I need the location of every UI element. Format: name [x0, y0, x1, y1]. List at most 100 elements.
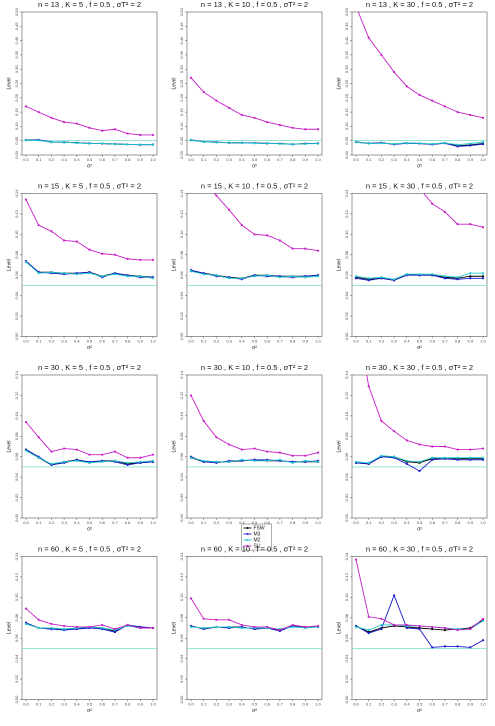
y-tick-label: 0.06: [179, 271, 184, 280]
x-tick-label: 0.4: [239, 339, 245, 344]
series-point: [101, 129, 104, 132]
y-tick-label: 0.12: [14, 209, 19, 218]
x-tick-label: 1.0: [315, 520, 321, 525]
series-point: [481, 143, 485, 146]
series-point: [88, 248, 91, 251]
plot-area: [352, 558, 487, 649]
series-point: [367, 279, 370, 282]
series-point: [101, 623, 104, 627]
x-tick-label: 0.8: [455, 157, 461, 162]
x-tick-label: 0.0: [188, 157, 194, 162]
panel-title: n = 60 , K = 5 , f = 0.5 , σT² = 2: [38, 544, 141, 553]
series-point: [215, 460, 218, 463]
plot-area: [187, 193, 322, 286]
y-tick-label: 0.00: [179, 695, 184, 704]
series-point: [24, 449, 28, 452]
series-point: [101, 460, 104, 463]
series-point: [443, 141, 446, 145]
y-tick-label: 0.12: [179, 572, 184, 581]
series-point: [481, 275, 485, 278]
panel: n = 15 , K = 10 , f = 0.5 , σT² = 2 0.00 0…: [171, 181, 323, 351]
x-tick-label: 0.3: [391, 702, 397, 707]
series-point: [101, 453, 104, 456]
series-point: [406, 172, 408, 174]
x-tick-label: 0.6: [264, 157, 270, 162]
series-point: [139, 258, 142, 261]
x-tick-label: 0.2: [49, 339, 55, 344]
series-point: [126, 456, 129, 459]
x-tick-label: 0.9: [468, 520, 474, 525]
y-tick-label: 0.10: [179, 593, 184, 602]
series-point: [456, 628, 459, 632]
series-point: [456, 276, 459, 279]
y-tick-label: 0.15: [179, 107, 184, 116]
series-point: [355, 29, 357, 31]
series-point: [443, 645, 446, 648]
series-point: [431, 273, 434, 276]
y-tick-label: 0.20: [14, 93, 19, 102]
x-tick-label: 0.3: [391, 520, 397, 525]
x-tick-label: 0.2: [214, 339, 220, 344]
x-tick-label: 0.8: [455, 520, 461, 525]
x-tick-label: 0.6: [429, 702, 435, 707]
y-axis-label: Level: [171, 622, 177, 634]
series-point: [405, 439, 408, 442]
y-tick-label: 0.50: [179, 7, 184, 16]
y-tick-label: 0.14: [14, 370, 19, 379]
series-point: [443, 456, 446, 459]
y-tick-label: 0.00: [344, 150, 349, 159]
series-line: [423, 193, 484, 228]
x-tick-label: 0.0: [188, 339, 194, 344]
series-point: [240, 277, 243, 280]
series-point: [481, 639, 485, 642]
series-point: [304, 128, 307, 131]
series-point: [469, 113, 472, 117]
legend-label: M2: [254, 537, 261, 543]
x-tick-label: 1.0: [150, 702, 156, 707]
y-tick-label: 0.45: [14, 22, 19, 31]
series-point: [24, 420, 28, 424]
x-tick-label: 0.4: [239, 520, 245, 525]
panel-title: n = 15 , K = 30 , f = 0.5 , σT² = 2: [366, 181, 473, 190]
series-point: [37, 224, 40, 227]
series-point: [469, 277, 472, 280]
series-point: [355, 5, 357, 7]
series-point: [37, 626, 40, 630]
x-tick-label: 0.9: [303, 339, 309, 344]
series-point: [139, 456, 142, 459]
series-point: [50, 141, 53, 144]
y-tick-label: 0.10: [14, 593, 19, 602]
y-tick-label: 0.12: [179, 391, 184, 400]
series-point: [101, 275, 104, 278]
series-point: [24, 607, 28, 610]
plot-frame: [21, 11, 158, 156]
y-tick-label: 0.04: [14, 654, 19, 663]
series-point: [266, 459, 269, 462]
y-tick-label: 0.02: [344, 311, 349, 320]
y-tick-label: 0.06: [14, 634, 19, 643]
x-tick-label: 0.3: [61, 520, 67, 525]
series-point: [50, 271, 53, 274]
series-point: [215, 625, 218, 629]
panel: n = 13 , K = 10 , f = 0.5 , σT² = 2 0.00 0…: [171, 0, 323, 169]
series-point: [215, 274, 218, 277]
series-point: [304, 459, 307, 462]
y-tick-label: 0.10: [179, 411, 184, 420]
y-tick-label: 0.06: [344, 452, 349, 461]
series-point: [405, 626, 408, 630]
x-tick-label: 0.2: [379, 520, 385, 525]
x-tick-label: 0.7: [112, 702, 118, 707]
series-point: [37, 456, 40, 459]
x-tick-label: 0.5: [417, 157, 423, 162]
y-tick-label: 0.35: [14, 50, 19, 59]
y-tick-label: 0.04: [179, 472, 184, 481]
series-point: [469, 272, 472, 275]
series-point: [291, 461, 294, 464]
series-point: [215, 618, 218, 621]
panel: n = 15 , K = 30 , f = 0.5 , σT² = 2 0.00 0…: [336, 29, 488, 351]
series-point: [228, 141, 231, 144]
series-point: [354, 141, 358, 144]
series-point: [316, 460, 320, 463]
series-point: [266, 274, 269, 277]
x-tick-label: 0.9: [468, 702, 474, 707]
